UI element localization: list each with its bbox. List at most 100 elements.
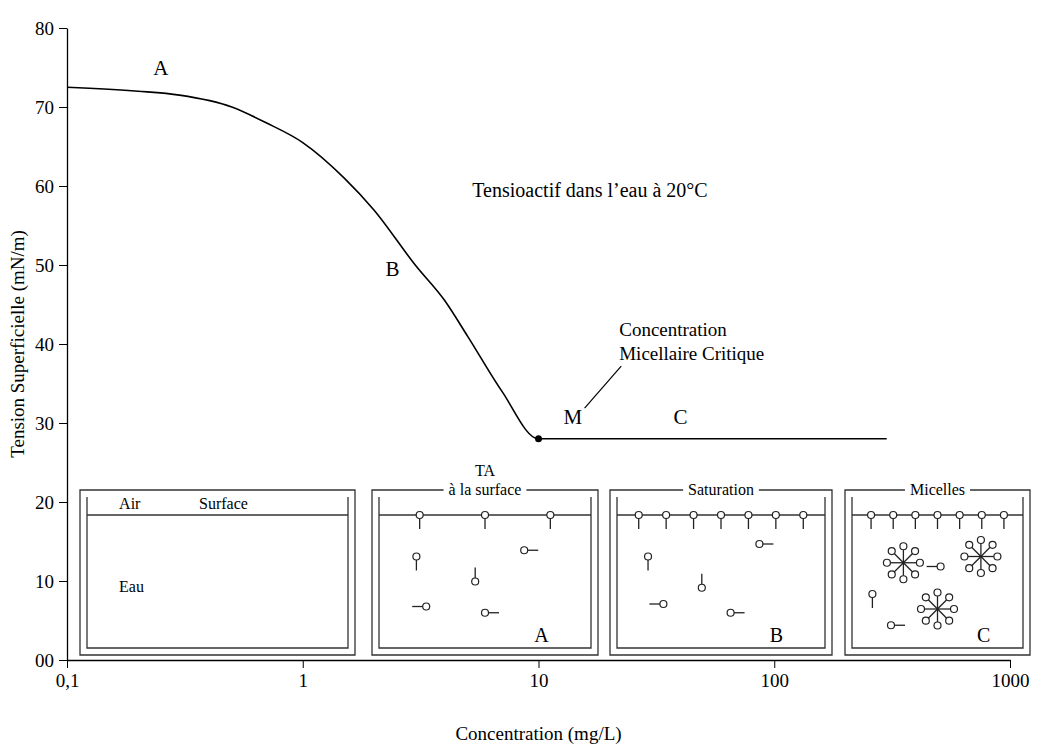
micelle-tail — [938, 609, 947, 618]
y-tick-label: 80 — [35, 18, 54, 39]
y-tick-mark — [59, 502, 67, 503]
y-tick-label: 50 — [35, 255, 54, 276]
micelle-tail — [903, 563, 904, 576]
surfactant-head — [645, 553, 652, 560]
surfactant-head — [472, 578, 479, 585]
micelle-tail — [903, 563, 912, 572]
micelle-head — [912, 548, 919, 555]
micelle-head — [888, 571, 895, 578]
y-tick-label: 30 — [35, 413, 54, 434]
beaker-inner — [617, 497, 825, 648]
surfactant-head — [978, 512, 985, 519]
surfactant-head — [727, 609, 734, 616]
micelle-tail — [980, 557, 981, 570]
x-tick: 1000 — [992, 660, 1030, 691]
surfactant-head — [869, 591, 876, 598]
x-axis: 0,1 1 10 100 1000 — [56, 660, 1030, 691]
micelle-head — [951, 606, 958, 613]
curve-label: B — [385, 257, 399, 281]
y-tick: 30 — [35, 413, 67, 434]
y-tick-label: 10 — [35, 571, 54, 592]
micelle-head — [966, 565, 973, 572]
surface-tension-curve — [67, 87, 887, 439]
micelle-tail — [980, 544, 981, 557]
surfactant-head — [663, 512, 670, 519]
curve-label: A — [153, 56, 169, 80]
beaker-label: Eau — [119, 578, 144, 595]
micelle-tail — [937, 609, 938, 622]
y-tick: 20 — [35, 492, 67, 513]
micelle-head — [989, 541, 996, 548]
micelle-tail — [968, 556, 981, 557]
micelle-head — [883, 559, 890, 566]
y-axis: 00 10 20 30 40 50 60 70 80 — [35, 18, 68, 671]
x-tick: 0,1 — [56, 660, 80, 691]
surfactant-head — [482, 609, 489, 616]
micelle-head — [922, 594, 929, 601]
micelle-tail — [972, 557, 981, 566]
micelle-head — [961, 553, 968, 560]
surfactant-head — [698, 584, 705, 591]
beaker-letter: B — [770, 624, 783, 646]
beaker-letter: C — [977, 624, 990, 646]
surfactant-head — [1000, 512, 1007, 519]
micelle-tail — [903, 554, 912, 563]
curve-label: M — [564, 405, 583, 429]
surfactant-head — [745, 512, 752, 519]
x-tick-label: 1 — [299, 670, 309, 691]
micelle-head — [916, 559, 923, 566]
micelle-tail — [972, 547, 981, 556]
y-tick-mark — [59, 186, 67, 187]
micelle-tail — [925, 608, 938, 609]
surfactant-head — [756, 541, 763, 548]
y-tick: 60 — [35, 176, 67, 197]
surfactant-head — [690, 512, 697, 519]
y-tick: 10 — [35, 571, 67, 592]
surfactant-head — [890, 512, 897, 519]
cmc-label: Concentration Micellaire Critique — [619, 319, 764, 364]
x-tick: 1 — [299, 660, 309, 691]
micelle-tail — [981, 557, 990, 566]
beaker-title-background — [683, 480, 759, 499]
x-tick-mark — [67, 660, 68, 668]
x-tick-mark — [303, 660, 304, 668]
beaker-outer — [80, 490, 355, 655]
plot-area — [67, 87, 887, 442]
y-tick-label: 70 — [35, 97, 54, 118]
y-tick: 00 — [35, 650, 67, 671]
beaker-title-background — [470, 461, 500, 480]
surfactant-head — [912, 512, 919, 519]
y-tick: 80 — [35, 18, 67, 39]
y-tick-label: 60 — [35, 176, 54, 197]
y-tick-mark — [59, 423, 67, 424]
beaker: AirSurfaceEau — [80, 490, 355, 655]
cmc-leader-line — [585, 366, 622, 408]
beaker-outer — [372, 490, 598, 655]
y-axis-title: Tension Superficielle (mN/m) — [7, 230, 29, 458]
micelle-head — [934, 589, 941, 596]
y-tick: 50 — [35, 255, 67, 276]
cmc-label-line: Concentration — [619, 319, 727, 340]
y-tick-mark — [59, 107, 67, 108]
x-tick-label: 0,1 — [56, 670, 80, 691]
beaker-letter: A — [534, 624, 549, 646]
x-tick-label: 100 — [761, 670, 790, 691]
micelle-tail — [938, 608, 951, 609]
micelle-head — [977, 570, 984, 577]
x-tick: 10 — [530, 660, 549, 691]
surfactant-head — [718, 512, 725, 519]
beaker-title: Saturation — [688, 481, 754, 498]
micelle-tail — [903, 550, 904, 563]
beaker-title-background — [444, 480, 527, 499]
surfactant-head — [800, 512, 807, 519]
y-tick: 40 — [35, 334, 67, 355]
micelle-tail — [928, 600, 937, 609]
surfactant-head — [772, 512, 779, 519]
chart: AirSurfaceEauTAà la surfaceASaturationBM… — [0, 0, 1053, 751]
y-axis-line — [67, 29, 68, 661]
surfactant-head — [482, 512, 489, 519]
cmc-label-line: Micellaire Critique — [619, 343, 764, 364]
x-tick-mark — [539, 660, 540, 668]
micelle-tail — [981, 547, 990, 556]
micelle-head — [946, 594, 953, 601]
